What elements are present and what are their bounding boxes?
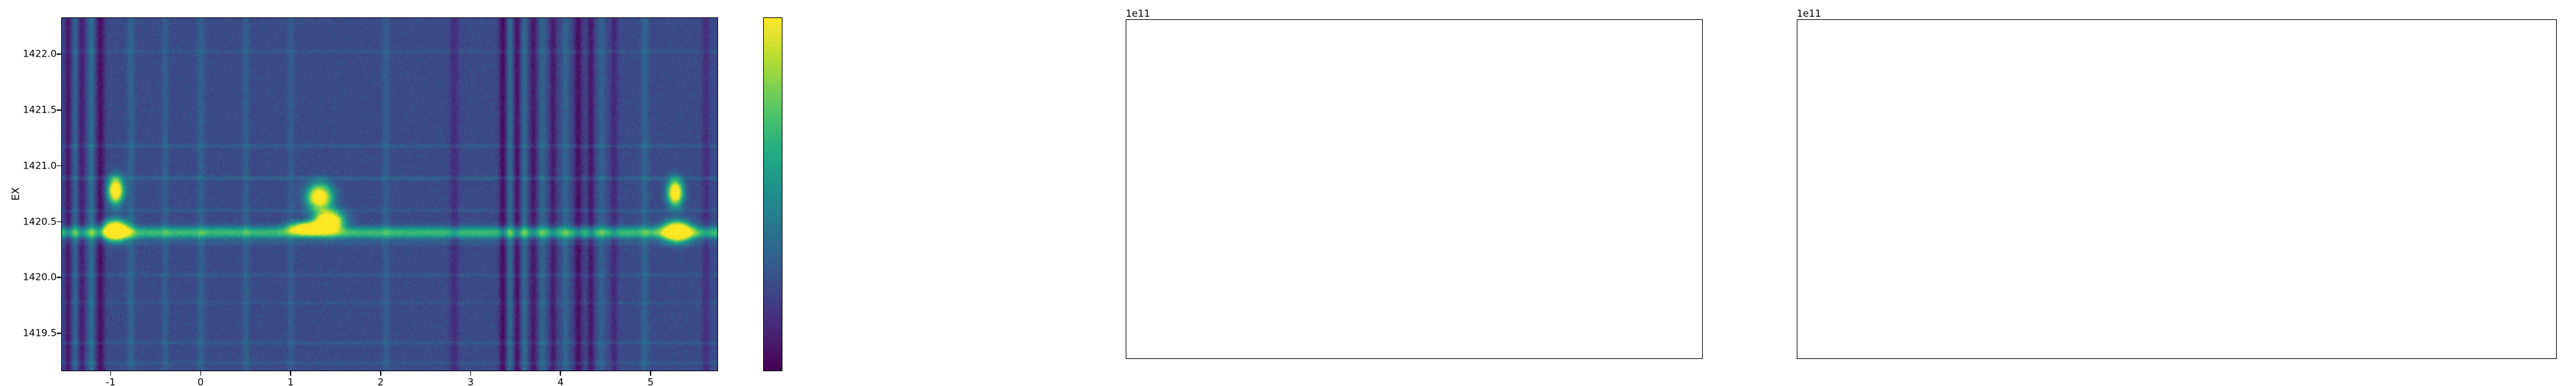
xtick-mark bbox=[290, 371, 292, 376]
xtick-mark bbox=[110, 371, 111, 376]
right-offset-text: 1e11 bbox=[1797, 8, 1821, 19]
middle-axes bbox=[1126, 19, 1703, 359]
spectrum-plot bbox=[1126, 20, 1702, 358]
heatmap-image bbox=[62, 18, 717, 371]
panel-time-series: 1e11 bbox=[1726, 0, 2576, 386]
ytick-mark bbox=[57, 165, 61, 167]
ytick-mark bbox=[57, 109, 61, 111]
xtick-label: 3 bbox=[467, 376, 474, 386]
colorbar-gradient bbox=[764, 18, 782, 371]
panel-integrated-spectrum: 1e11 bbox=[863, 0, 1726, 386]
ytick-label: 1419.5 bbox=[23, 327, 57, 339]
time-series-plot bbox=[1797, 20, 2556, 358]
xtick-label: 1 bbox=[287, 376, 294, 386]
ytick-mark bbox=[57, 277, 61, 279]
xtick-label: 4 bbox=[557, 376, 564, 386]
ytick-label: 1421.5 bbox=[23, 104, 57, 116]
right-axes bbox=[1797, 19, 2557, 359]
ytick-mark bbox=[57, 333, 61, 334]
ytick-label: 1421.0 bbox=[23, 160, 57, 172]
xtick-label: 2 bbox=[377, 376, 384, 386]
xtick-label: 0 bbox=[197, 376, 204, 386]
heatmap-ylabel: EX bbox=[9, 187, 22, 201]
colorbar bbox=[763, 17, 782, 371]
ytick-label: 1422.0 bbox=[23, 48, 57, 60]
xtick-mark bbox=[200, 371, 202, 376]
xtick-mark bbox=[560, 371, 562, 376]
xtick-mark bbox=[380, 371, 381, 376]
middle-offset-text: 1e11 bbox=[1126, 8, 1150, 19]
xtick-mark bbox=[469, 371, 471, 376]
panel-dynamic-spectrum: EX 1419.5 1420.0 1420.5 1421.0 1421.5 1422.0 … bbox=[0, 0, 863, 386]
heatmap-axes bbox=[61, 17, 718, 371]
xtick-label: -1 bbox=[106, 376, 116, 386]
ytick-mark bbox=[57, 53, 61, 55]
xtick-mark bbox=[650, 371, 651, 376]
ytick-mark bbox=[57, 221, 61, 223]
ytick-label: 1420.5 bbox=[23, 216, 57, 227]
ytick-label: 1420.0 bbox=[23, 271, 57, 283]
xtick-label: 5 bbox=[647, 376, 654, 386]
